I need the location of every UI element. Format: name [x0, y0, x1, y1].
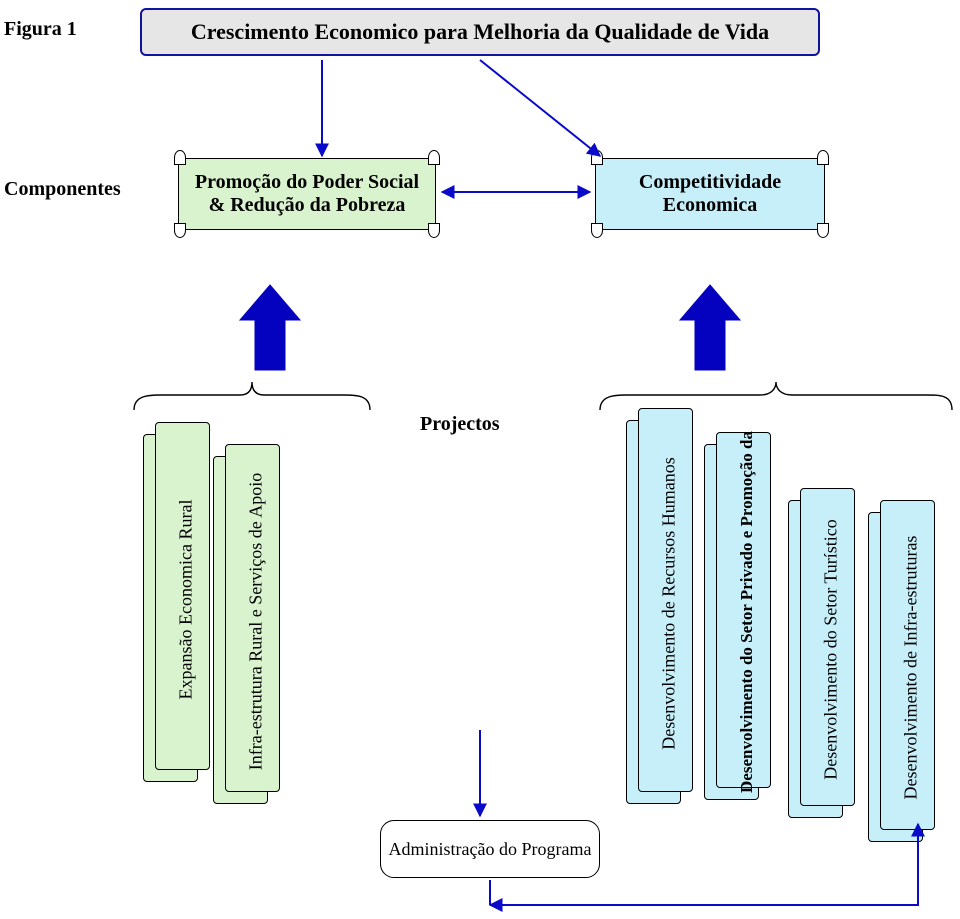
thick-arrow-left	[240, 285, 300, 370]
vbox-4-label: Desenvolvimento do Setor Privado e Promo…	[737, 424, 757, 800]
figure-label: Figura 1	[4, 18, 77, 41]
scroll-right-text: Competitividade Economica	[606, 171, 814, 217]
vbox-1: Expansão Economica Rural	[155, 422, 210, 770]
projectos-label: Projectos	[420, 413, 500, 436]
vbox-5-label: Desenvolvimento do Setor Turístico	[821, 490, 842, 810]
vbox-4: Desenvolvimento do Setor Privado e Promo…	[716, 432, 771, 788]
vbox-3: Desenvolvimento de Recursos Humanos	[638, 408, 693, 792]
vbox-6-label: Desenvolvimento de Infra-estruturas	[901, 508, 922, 828]
vbox-5: Desenvolvimento do Setor Turístico	[800, 488, 855, 806]
scroll-right-component: Competitividade Economica	[595, 158, 825, 230]
vbox-2-label: Infra-estrutura Rural e Serviços de Apoi…	[246, 462, 267, 782]
scroll-left-text: Promoção do Poder Social & Redução da Po…	[189, 171, 425, 217]
bracket-right	[600, 382, 952, 410]
componentes-label: Componentes	[4, 178, 121, 201]
vbox-2: Infra-estrutura Rural e Serviços de Apoi…	[225, 444, 280, 792]
vbox-1-label: Expansão Economica Rural	[176, 450, 197, 750]
connector-title-right	[480, 60, 600, 156]
admin-text: Administração do Programa	[389, 839, 592, 860]
title-text: Crescimento Economico para Melhoria da Q…	[191, 19, 769, 45]
admin-box: Administração do Programa	[380, 820, 600, 878]
vbox-6: Desenvolvimento de Infra-estruturas	[880, 500, 935, 830]
bracket-left	[134, 382, 370, 410]
vbox-3-label: Desenvolvimento de Recursos Humanos	[659, 424, 680, 784]
scroll-left-component: Promoção do Poder Social & Redução da Po…	[178, 158, 436, 230]
thick-arrow-right	[680, 285, 740, 370]
diagram-title: Crescimento Economico para Melhoria da Q…	[140, 8, 820, 56]
